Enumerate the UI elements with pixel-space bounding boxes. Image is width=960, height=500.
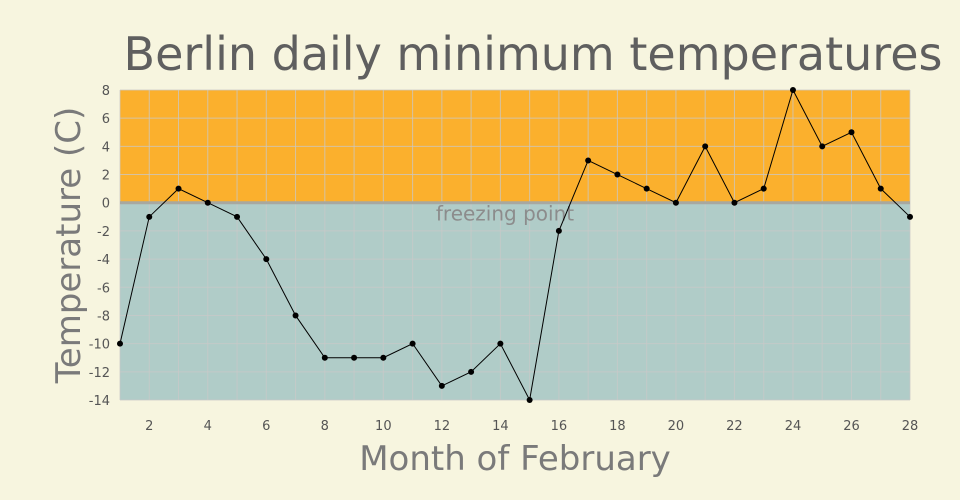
data-point (321, 354, 328, 361)
data-point (263, 256, 270, 263)
data-point (643, 185, 650, 192)
band-below-freezing (120, 202, 910, 400)
y-tick-label: 6 (102, 112, 110, 127)
y-tick-label: -8 (97, 309, 110, 324)
x-tick-label: 2 (145, 419, 153, 434)
x-tick-label: 16 (551, 419, 568, 434)
y-tick-label: -2 (97, 225, 110, 240)
chart-bands (120, 90, 910, 400)
x-tick-label: 22 (726, 419, 743, 434)
data-point (497, 340, 504, 347)
data-point (468, 368, 475, 375)
data-point (848, 129, 855, 136)
x-tick-label: 18 (609, 419, 626, 434)
data-point (292, 312, 299, 319)
y-tick-label: -12 (89, 366, 110, 381)
y-tick-label: 4 (102, 140, 110, 155)
data-point (585, 157, 592, 164)
data-point (526, 397, 533, 403)
data-point (672, 199, 679, 206)
series-line (119, 88, 911, 402)
data-point (175, 185, 182, 192)
data-point (555, 227, 562, 234)
x-axis-title: Month of February (359, 439, 671, 479)
x-tick-label: 12 (434, 419, 451, 434)
data-point (877, 185, 884, 192)
x-tick-label: 10 (375, 419, 392, 434)
x-tick-label: 14 (492, 419, 509, 434)
y-tick-label: 0 (102, 197, 110, 212)
x-tick-label: 8 (321, 419, 329, 434)
data-point (146, 213, 153, 220)
x-axis-ticks: 2 4 6 8 10 12 14 16 18 20 22 24 26 28 (145, 419, 918, 434)
data-point (819, 143, 826, 150)
x-tick-label: 20 (668, 419, 685, 434)
freezing-line-group: freezing point (120, 201, 910, 226)
y-tick-label: -14 (89, 394, 110, 409)
y-tick-label: -6 (97, 281, 110, 296)
data-point (702, 143, 709, 150)
data-point (731, 199, 738, 206)
data-point (204, 199, 211, 206)
data-point (234, 213, 241, 220)
data-point (117, 340, 123, 347)
series-group (117, 87, 913, 403)
data-point (760, 185, 767, 192)
x-tick-label: 28 (902, 419, 919, 434)
data-point (907, 213, 913, 220)
freezing-point-label: freezing point (436, 202, 574, 226)
data-point (614, 171, 621, 178)
data-point (438, 382, 445, 389)
y-tick-label: -4 (97, 253, 110, 268)
x-tick-label: 26 (843, 419, 860, 434)
y-axis-ticks: 8 6 4 2 0 -2 -4 -6 -8 -10 -12 -14 (89, 84, 110, 409)
y-tick-label: -10 (89, 338, 110, 353)
x-tick-label: 24 (785, 419, 802, 434)
x-tick-label: 6 (262, 419, 270, 434)
data-point (789, 87, 796, 93)
data-point (380, 354, 387, 361)
chart-title: Berlin daily minimum temperatures (124, 27, 943, 81)
x-tick-label: 4 (204, 419, 212, 434)
y-axis-title: Temperature (C) (49, 107, 89, 384)
y-tick-label: 8 (102, 84, 110, 99)
data-point (409, 340, 416, 347)
data-point (351, 354, 358, 361)
y-tick-label: 2 (102, 169, 110, 184)
